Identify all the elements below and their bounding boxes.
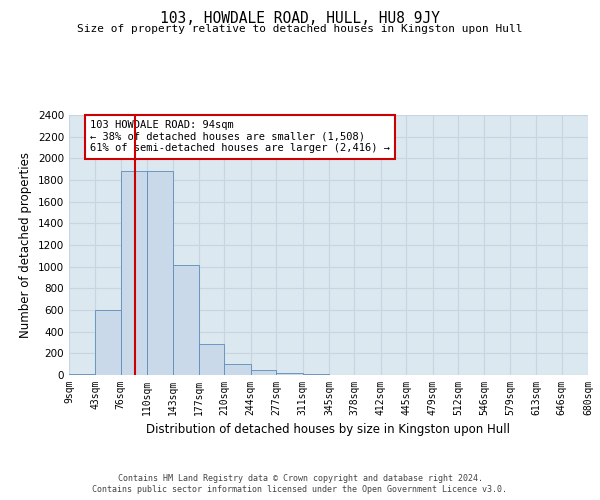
Bar — [302, 374, 329, 375]
Bar — [95, 310, 121, 375]
Y-axis label: Number of detached properties: Number of detached properties — [19, 152, 32, 338]
X-axis label: Distribution of detached houses by size in Kingston upon Hull: Distribution of detached houses by size … — [146, 424, 511, 436]
Text: Size of property relative to detached houses in Kingston upon Hull: Size of property relative to detached ho… — [77, 24, 523, 34]
Bar — [69, 374, 95, 375]
Bar — [147, 172, 173, 375]
Text: 103 HOWDALE ROAD: 94sqm
← 38% of detached houses are smaller (1,508)
61% of semi: 103 HOWDALE ROAD: 94sqm ← 38% of detache… — [90, 120, 390, 154]
Bar — [276, 373, 302, 375]
Bar — [224, 364, 251, 375]
Bar — [173, 264, 199, 375]
Text: 103, HOWDALE ROAD, HULL, HU8 9JY: 103, HOWDALE ROAD, HULL, HU8 9JY — [160, 11, 440, 26]
Text: Contains HM Land Registry data © Crown copyright and database right 2024.
Contai: Contains HM Land Registry data © Crown c… — [92, 474, 508, 494]
Bar — [199, 344, 224, 375]
Bar — [251, 370, 276, 375]
Bar — [121, 172, 147, 375]
